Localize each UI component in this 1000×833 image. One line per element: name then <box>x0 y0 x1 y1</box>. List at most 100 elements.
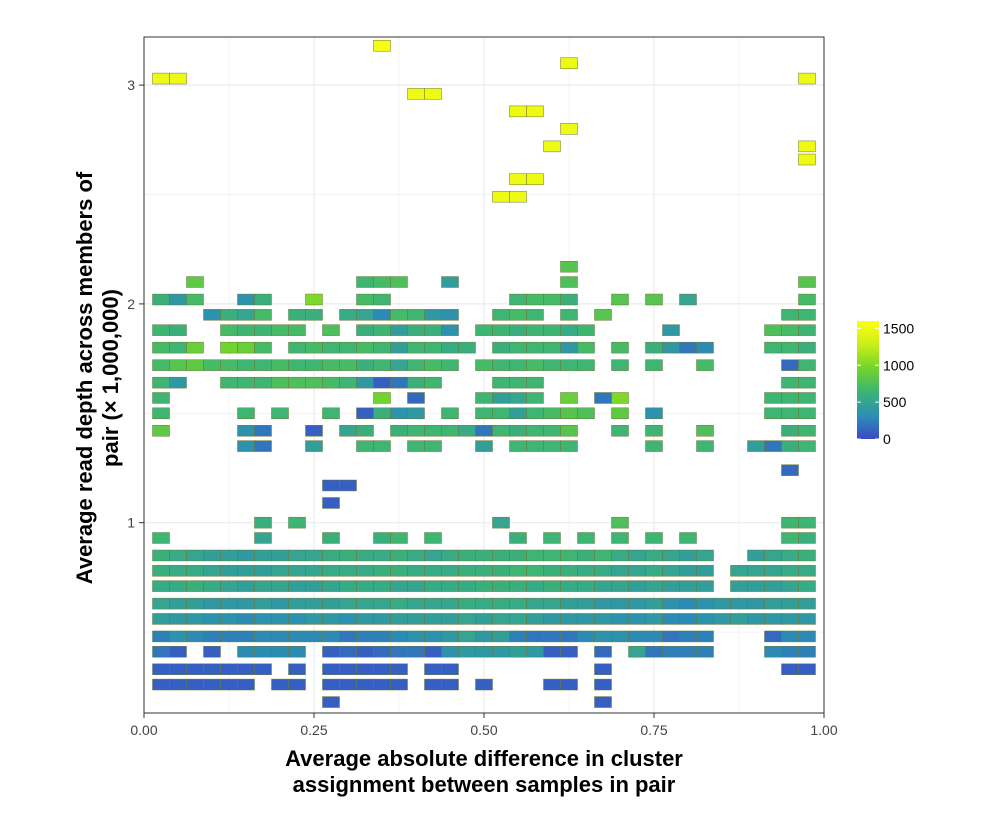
heatmap-tile <box>781 359 799 371</box>
heatmap-tile <box>152 425 170 437</box>
heatmap-tile <box>764 597 782 610</box>
heatmap-tile <box>611 516 629 529</box>
heatmap-tile <box>424 440 442 452</box>
heatmap-tile <box>152 613 170 625</box>
heatmap-tile <box>594 392 612 404</box>
heatmap-tile <box>254 425 272 437</box>
heatmap-tile <box>475 407 493 420</box>
heatmap-tile <box>458 580 476 592</box>
heatmap-tile <box>356 663 374 675</box>
heatmap-tile <box>526 440 544 452</box>
heatmap-tile <box>594 630 612 643</box>
heatmap-tile <box>526 359 544 371</box>
heatmap-tile <box>220 549 238 562</box>
heatmap-tile <box>305 565 323 577</box>
heatmap-tile <box>390 359 408 371</box>
heatmap-tile <box>407 630 425 643</box>
heatmap-tile <box>254 580 272 592</box>
heatmap-tile <box>356 565 374 577</box>
heatmap-tile <box>186 580 204 592</box>
heatmap-tile <box>441 324 459 336</box>
heatmap-tile <box>356 293 374 306</box>
heatmap-tile <box>645 613 663 625</box>
heatmap-tile <box>628 630 646 643</box>
heatmap-tile <box>560 440 578 452</box>
heatmap-tile <box>424 341 442 354</box>
heatmap-tile <box>322 324 340 336</box>
heatmap-tile <box>560 293 578 306</box>
heatmap-tile <box>798 549 816 562</box>
heatmap-tile <box>492 425 510 437</box>
x-tick-label: 0.00 <box>130 722 157 738</box>
heatmap-tile <box>611 407 629 420</box>
heatmap-tile <box>560 123 578 135</box>
heatmap-tile <box>628 613 646 625</box>
heatmap-tile <box>373 663 391 675</box>
heatmap-tile <box>169 341 187 354</box>
heatmap-tile <box>203 646 221 658</box>
heatmap-tile <box>424 565 442 577</box>
heatmap-tile <box>679 646 697 658</box>
heatmap-tile <box>560 260 578 273</box>
heatmap-tile <box>152 72 170 85</box>
heatmap-tile <box>305 425 323 437</box>
heatmap-tile <box>373 532 391 544</box>
heatmap-tile <box>339 341 357 354</box>
heatmap-tile <box>611 425 629 437</box>
heatmap-tile <box>560 392 578 404</box>
heatmap-tile <box>186 293 204 306</box>
heatmap-tile <box>543 407 561 420</box>
heatmap-tile <box>237 646 255 658</box>
color-legend: 0 500 1000 1500 <box>857 320 914 447</box>
heatmap-tile <box>356 549 374 562</box>
heatmap-tile <box>798 516 816 529</box>
heatmap-tile <box>339 678 357 691</box>
heatmap-tile <box>492 613 510 625</box>
heatmap-tile <box>526 580 544 592</box>
heatmap-tile <box>611 293 629 306</box>
heatmap-tile <box>254 646 272 658</box>
heatmap-tile <box>560 613 578 625</box>
heatmap-tile <box>798 309 816 321</box>
heatmap-tile <box>322 359 340 371</box>
heatmap-tile <box>390 425 408 437</box>
heatmap-tile <box>764 580 782 592</box>
heatmap-tile <box>594 613 612 625</box>
legend-tick-label: 500 <box>883 394 907 410</box>
heatmap-tile <box>475 549 493 562</box>
heatmap-tile <box>492 597 510 610</box>
x-tick-label: 1.00 <box>810 722 837 738</box>
heatmap-tile <box>679 532 697 544</box>
heatmap-tile <box>577 341 595 354</box>
heatmap-tile <box>509 293 527 306</box>
heatmap-tile <box>781 532 799 544</box>
heatmap-tile <box>390 276 408 288</box>
heatmap-tile <box>186 630 204 643</box>
heatmap-tile <box>543 359 561 371</box>
heatmap-tile <box>390 407 408 420</box>
heatmap-tile <box>611 549 629 562</box>
heatmap-tile <box>424 309 442 321</box>
heatmap-tile <box>696 549 714 562</box>
heatmap-tile <box>322 565 340 577</box>
heatmap-tile <box>152 663 170 675</box>
heatmap-tile <box>781 309 799 321</box>
heatmap-tile <box>373 309 391 321</box>
heatmap-tile <box>798 293 816 306</box>
heatmap-tile <box>152 532 170 544</box>
heatmap-tile <box>509 105 527 118</box>
heatmap-tile <box>662 324 680 336</box>
heatmap-tile <box>373 407 391 420</box>
heatmap-tile <box>271 359 289 371</box>
heatmap-tile <box>390 613 408 625</box>
heatmap-tile <box>781 663 799 675</box>
heatmap-tile <box>373 376 391 389</box>
heatmap-tile <box>339 663 357 675</box>
heatmap-tile <box>611 613 629 625</box>
heatmap-tile <box>424 532 442 544</box>
heatmap-tile <box>458 597 476 610</box>
heatmap-tile <box>407 425 425 437</box>
heatmap-tile <box>764 549 782 562</box>
heatmap-tile <box>781 341 799 354</box>
heatmap-tile <box>288 516 306 529</box>
